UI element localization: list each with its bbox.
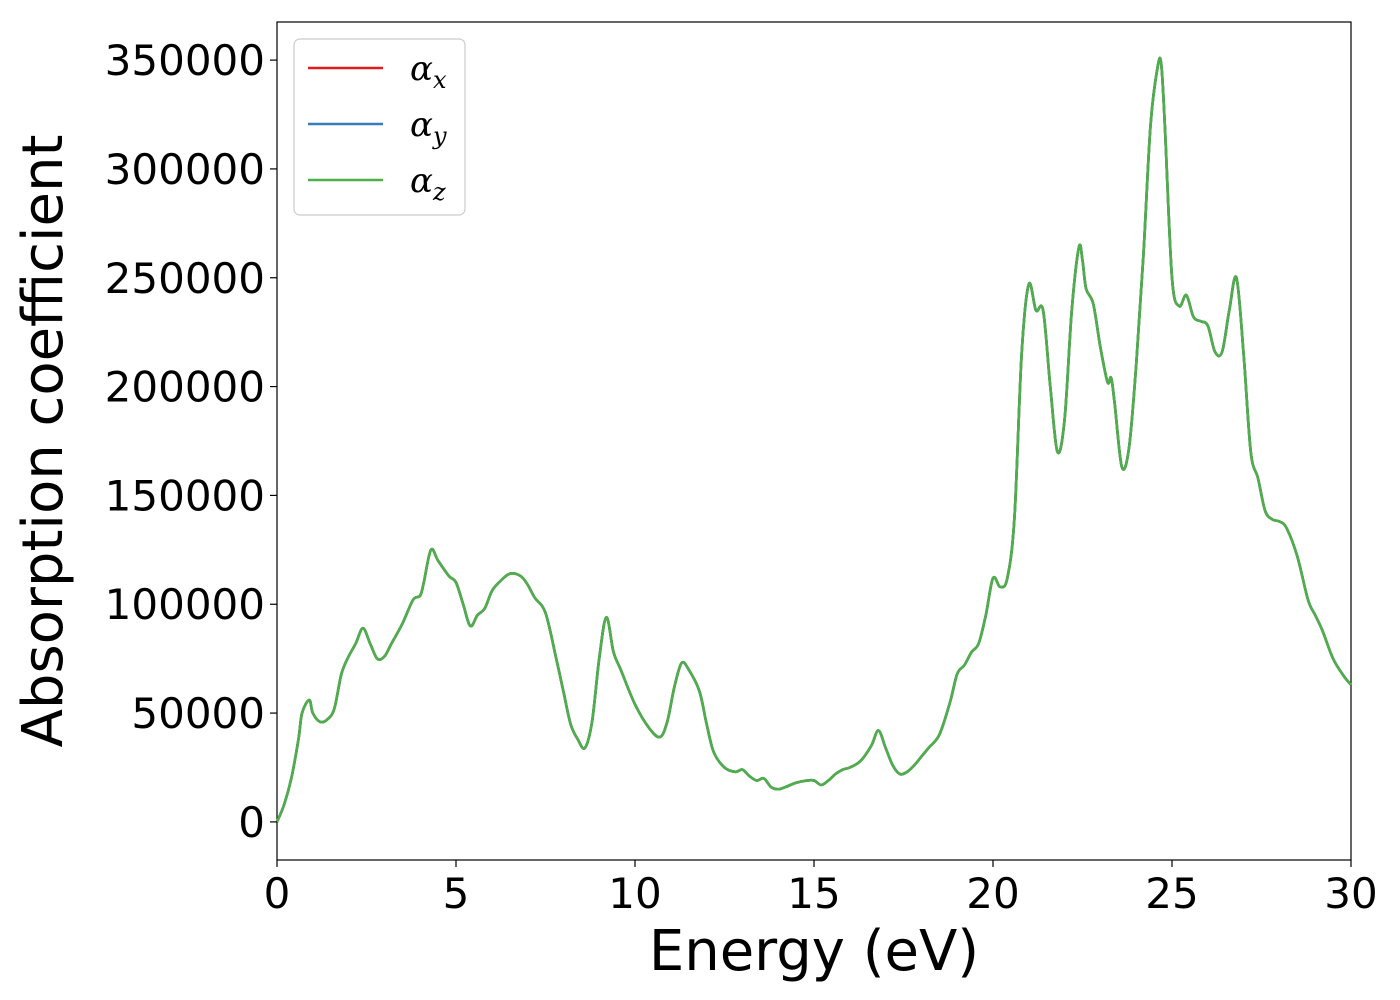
legend-box xyxy=(293,38,466,216)
series-group xyxy=(275,56,1353,823)
legend-item-alpha-x: αx xyxy=(308,49,447,94)
legend-item-alpha-y: αy xyxy=(308,105,447,150)
x-tick-label: 0 xyxy=(264,869,291,918)
x-tick-label: 10 xyxy=(608,869,661,918)
y-tick-label: 150000 xyxy=(105,471,265,520)
y-tick-label: 200000 xyxy=(105,363,265,412)
legend-label: αx xyxy=(410,49,447,94)
y-tick-label: 250000 xyxy=(105,254,265,303)
x-axis-title: Energy (eV) xyxy=(649,919,979,984)
y-tick-label: 300000 xyxy=(105,145,265,194)
y-tick-label: 50000 xyxy=(131,689,265,738)
y-axis-ticks: 0 50000 100000 150000 200000 250000 300000 3500… xyxy=(105,36,277,847)
x-tick-label: 30 xyxy=(1324,869,1377,918)
legend-item-alpha-z: αz xyxy=(308,161,446,206)
legend-label: αz xyxy=(410,161,446,206)
y-tick-label: 350000 xyxy=(105,36,265,85)
x-tick-label: 15 xyxy=(787,869,840,918)
x-tick-label: 20 xyxy=(966,869,1019,918)
legend: αx αy αz xyxy=(293,38,466,216)
alpha-z-line xyxy=(275,56,1353,823)
x-tick-label: 25 xyxy=(1145,869,1198,918)
x-axis-ticks: 0 5 10 15 20 25 30 xyxy=(264,860,1378,918)
y-tick-label: 0 xyxy=(238,798,265,847)
x-tick-label: 5 xyxy=(443,869,470,918)
y-axis-title: Absorption coefficient xyxy=(11,135,76,748)
y-tick-label: 100000 xyxy=(105,580,265,629)
legend-label: αy xyxy=(410,105,447,150)
